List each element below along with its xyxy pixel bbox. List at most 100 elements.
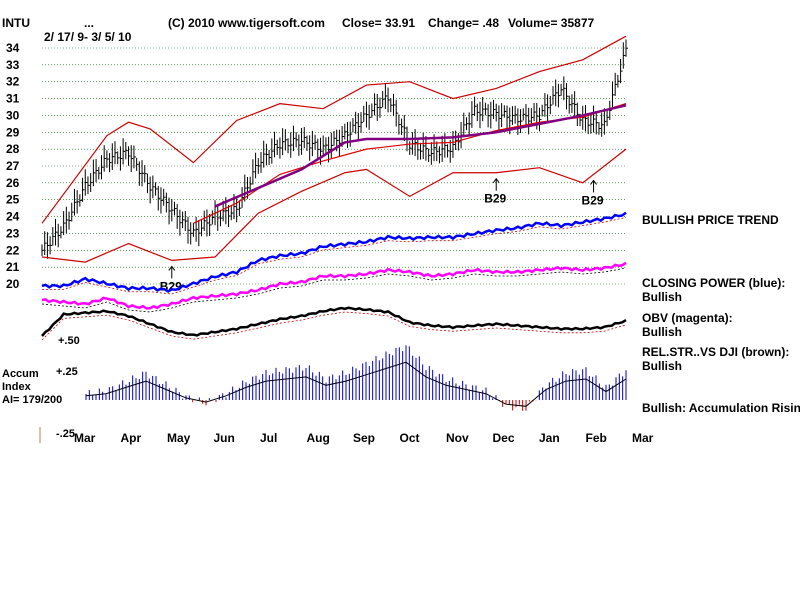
price-bar <box>49 236 53 255</box>
price-bar <box>314 134 318 150</box>
y-tick-label: 21 <box>6 260 20 274</box>
price-bar <box>338 129 342 157</box>
price-bar <box>211 210 215 225</box>
price-bar <box>490 101 493 129</box>
price-bar <box>474 96 477 116</box>
price-bar <box>60 226 63 239</box>
price-bar <box>287 138 291 154</box>
y-tick-label: 33 <box>6 58 20 72</box>
price-bar <box>428 148 431 163</box>
y-tick-label: 23 <box>6 226 20 240</box>
price-bar <box>441 135 445 162</box>
price-bar <box>363 105 366 123</box>
price-bar <box>100 155 104 180</box>
price-bar <box>252 159 255 185</box>
price-bar <box>376 93 380 121</box>
y-tick-label: 34 <box>6 41 20 55</box>
price-bar <box>236 196 239 223</box>
relstr-title: REL.STR..VS DJI (brown): <box>642 345 789 359</box>
price-bar <box>587 116 591 135</box>
upper-band-line <box>41 35 627 224</box>
price-bar <box>119 146 123 171</box>
price-bar <box>322 135 326 157</box>
obv-ma-line <box>41 267 627 313</box>
price-bar <box>195 216 199 242</box>
month-label: Aug <box>307 431 330 445</box>
copyright-label: (C) 2010 www.tigersoft.com <box>168 16 325 30</box>
price-bar <box>301 127 304 155</box>
price-bar <box>198 220 201 247</box>
price-bar <box>190 222 193 245</box>
month-label: Oct <box>400 431 420 445</box>
price-bar <box>601 112 604 137</box>
price-bar <box>317 138 320 161</box>
price-bar <box>455 130 458 150</box>
price-bar <box>609 100 612 120</box>
price-bar <box>265 143 269 166</box>
price-bar <box>274 131 277 158</box>
price-bar <box>449 140 453 163</box>
plus25-label: +.25 <box>56 366 78 378</box>
accumulation-histogram <box>85 345 627 411</box>
close-label: Close= 33.91 <box>342 16 415 30</box>
price-bar <box>520 109 523 134</box>
price-bar <box>209 213 212 237</box>
price-bar <box>79 194 82 207</box>
price-bar <box>401 118 404 136</box>
b29-label: B29 <box>160 279 182 293</box>
price-bar <box>549 95 553 115</box>
price-bar <box>238 200 242 217</box>
month-label: Sep <box>353 431 375 445</box>
price-bar <box>611 81 615 109</box>
price-bar <box>228 205 231 228</box>
price-bar <box>263 140 266 168</box>
y-axis-ticks: 20 21 22 23 24 25 26 27 28 29 30 31 32 33 34 <box>6 41 20 291</box>
price-bar <box>560 83 564 96</box>
price-bar <box>511 106 515 125</box>
price-bar <box>506 105 510 129</box>
y-tick-label: 25 <box>6 193 20 207</box>
price-bar <box>71 202 74 222</box>
price-bar <box>357 113 361 140</box>
price-bar <box>268 150 272 165</box>
price-bar <box>582 105 585 130</box>
price-bars <box>41 39 628 259</box>
price-bar <box>347 122 350 148</box>
price-bar <box>271 138 274 164</box>
price-bar <box>152 175 155 199</box>
price-bar <box>430 142 434 165</box>
price-bar <box>306 135 309 151</box>
price-bar <box>138 161 142 186</box>
month-label: Jan <box>539 431 560 445</box>
closing-power-line <box>41 211 627 293</box>
price-bar <box>128 146 131 166</box>
price-bar <box>355 111 358 134</box>
price-bar <box>276 139 280 156</box>
price-bar <box>514 105 518 124</box>
date-range-label: 2/ 17/ 9- 3/ 5/ 10 <box>44 30 132 44</box>
price-bar <box>311 130 315 157</box>
price-bar <box>63 211 66 235</box>
price-bar <box>282 128 285 156</box>
price-bar <box>603 108 607 135</box>
y-tick-label: 27 <box>6 159 20 173</box>
price-bar <box>82 177 85 202</box>
price-bar <box>179 209 182 236</box>
relative-strength-ma-line <box>41 311 627 341</box>
price-bar <box>182 211 185 229</box>
price-bar <box>349 121 353 147</box>
price-bar <box>620 58 623 84</box>
price-bar <box>133 145 136 169</box>
price-bar <box>617 74 620 88</box>
price-bar <box>360 112 364 133</box>
price-bar <box>452 131 455 158</box>
price-bar <box>552 86 555 105</box>
price-bar <box>598 122 601 135</box>
price-bar <box>595 111 599 135</box>
minus25-label: -.25 <box>56 428 75 440</box>
price-bar <box>173 201 177 216</box>
price-bar <box>192 223 196 237</box>
relative-strength-line <box>41 306 627 337</box>
price-bar <box>157 185 161 211</box>
price-bar <box>130 145 134 172</box>
